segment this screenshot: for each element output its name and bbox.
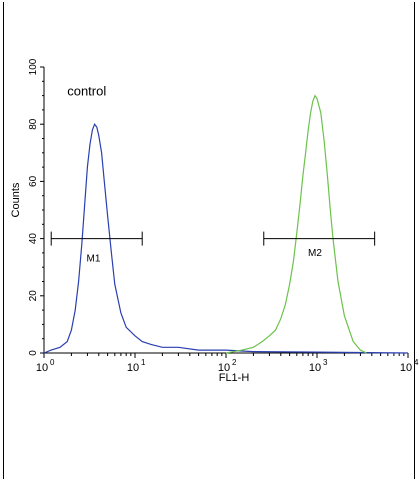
y-tick-label: 0	[28, 350, 39, 356]
gate-markers	[50, 231, 376, 246]
x-tick-exponent: 1	[141, 358, 146, 367]
chart-series	[43, 94, 409, 354]
chart-axes	[43, 67, 408, 354]
annotation-m2: M2	[308, 248, 322, 259]
x-tick-exponent: 2	[232, 358, 237, 367]
histogram-series-1	[43, 122, 409, 354]
x-axis-label: FL1-H	[219, 372, 250, 384]
x-tick-label: 10	[309, 362, 321, 374]
annotation-control: control	[67, 84, 106, 99]
y-tick-label: 40	[28, 233, 39, 245]
x-tick-exponent: 0	[50, 358, 55, 367]
y-tick-label: 100	[28, 58, 39, 75]
y-tick-label: 80	[28, 118, 39, 130]
y-tick-label: 60	[28, 175, 39, 187]
x-tick-label: 10	[218, 362, 230, 374]
y-tick-label: 20	[28, 290, 39, 302]
x-tick-label: 10	[127, 362, 139, 374]
annotation-m1: M1	[87, 253, 101, 264]
x-tick-label: 10	[36, 362, 48, 374]
x-tick-label: 10	[400, 362, 412, 374]
x-tick-exponent: 4	[414, 358, 419, 367]
x-tick-exponent: 3	[323, 358, 328, 367]
figure-frame	[3, 2, 415, 479]
histogram-series-2	[225, 94, 367, 354]
y-axis-label: Counts	[10, 182, 22, 217]
chart-labels: FL1-H Counts control M1 M2	[10, 84, 322, 384]
